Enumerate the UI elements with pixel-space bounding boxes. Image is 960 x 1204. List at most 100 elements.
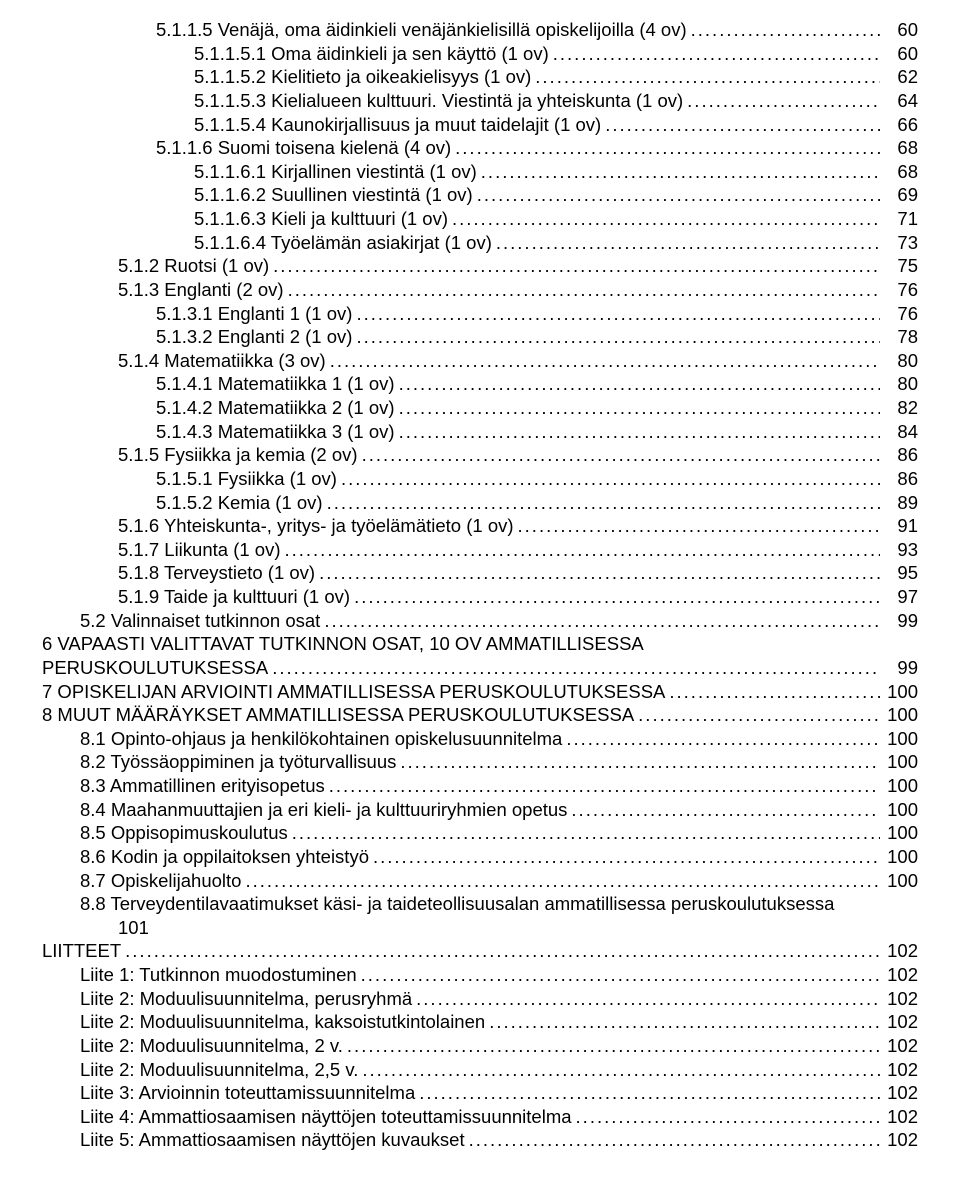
toc-entry-title: Liite 4: Ammattiosaamisen näyttöjen tote… — [80, 1105, 572, 1128]
toc-entry-title: 8.8 Terveydentilavaatimukset käsi- ja ta… — [80, 892, 834, 915]
toc-entry-page: 102 — [884, 963, 918, 986]
toc-entry-title: LIITTEET — [42, 939, 121, 962]
toc-entry-page: 102 — [884, 1105, 918, 1128]
toc-entry-title: 8.3 Ammatillinen erityisopetus — [80, 774, 325, 797]
toc-entry: Liite 3: Arvioinnin toteuttamissuunnitel… — [42, 1081, 918, 1104]
toc-entry-page: 71 — [884, 207, 918, 230]
toc-entry: 5.1.1.5.1 Oma äidinkieli ja sen käyttö (… — [42, 42, 918, 65]
toc-leader-dots — [341, 467, 880, 490]
toc-leader-dots — [272, 656, 880, 679]
toc-entry-title: 5.1.7 Liikunta (1 ov) — [118, 538, 280, 561]
toc-entry-title: 5.1.1.5.4 Kaunokirjallisuus ja muut taid… — [194, 113, 601, 136]
toc-entry-title: Liite 2: Moduulisuunnitelma, kaksoistutk… — [80, 1010, 485, 1033]
toc-leader-dots — [419, 1081, 880, 1104]
toc-entry: Liite 5: Ammattiosaamisen näyttöjen kuva… — [42, 1128, 918, 1151]
toc-leader-dots — [566, 727, 880, 750]
toc-entry-page: 102 — [884, 939, 918, 962]
toc-leader-dots — [518, 514, 880, 537]
toc-entry: 5.1.1.6.2 Suullinen viestintä (1 ov)69 — [42, 183, 918, 206]
toc-leader-dots — [452, 207, 880, 230]
toc-entry-page: 100 — [884, 750, 918, 773]
toc-leader-dots — [347, 1034, 880, 1057]
toc-entry: 5.1.1.6.4 Työelämän asiakirjat (1 ov)73 — [42, 231, 918, 254]
toc-leader-dots — [477, 183, 880, 206]
toc-entry-page: 102 — [884, 1128, 918, 1151]
toc-entry: 8.5 Oppisopimuskoulutus100 — [42, 821, 918, 844]
toc-entry-page: 73 — [884, 231, 918, 254]
toc-leader-dots — [327, 491, 880, 514]
toc-entry-title: 5.1.1.5.3 Kielialueen kulttuuri. Viestin… — [194, 89, 683, 112]
toc-leader-dots — [354, 585, 880, 608]
toc-leader-dots — [273, 254, 880, 277]
toc-entry: 5.1.8 Terveystieto (1 ov) 95 — [42, 561, 918, 584]
toc-entry-title: 5.1.3.2 Englanti 2 (1 ov) — [156, 325, 352, 348]
toc-entry-page: 102 — [884, 1081, 918, 1104]
toc-entry-page: 100 — [884, 680, 918, 703]
toc-leader-dots — [330, 349, 880, 372]
toc-entry: 5.1.6 Yhteiskunta-, yritys- ja työelämät… — [42, 514, 918, 537]
toc-entry-page: 86 — [884, 467, 918, 490]
toc-entry-page: 89 — [884, 491, 918, 514]
toc-leader-dots — [535, 65, 880, 88]
toc-entry: 5.1.5 Fysiikka ja kemia (2 ov)86 — [42, 443, 918, 466]
toc-entry-title: 6 VAPAASTI VALITTAVAT TUTKINNON OSAT, 10… — [42, 632, 644, 655]
toc-entry-page: 80 — [884, 372, 918, 395]
toc-entry-title: 5.1.1.6.3 Kieli ja kulttuuri (1 ov) — [194, 207, 448, 230]
toc-entry: 8.2 Työssäoppiminen ja työturvallisuus10… — [42, 750, 918, 773]
toc-entry: 5.1.2 Ruotsi (1 ov) 75 — [42, 254, 918, 277]
toc-entry-title: 5.1.6 Yhteiskunta-, yritys- ja työelämät… — [118, 514, 514, 537]
toc-entry-page: 95 — [884, 561, 918, 584]
toc-entry: 8.7 Opiskelijahuolto100 — [42, 869, 918, 892]
toc-leader-dots — [455, 136, 880, 159]
toc-entry-page: 84 — [884, 420, 918, 443]
toc-entry-title: Liite 3: Arvioinnin toteuttamissuunnitel… — [80, 1081, 415, 1104]
toc-entry: 5.1.5.2 Kemia (1 ov)89 — [42, 491, 918, 514]
toc-entry-page: 80 — [884, 349, 918, 372]
toc-leader-dots — [324, 609, 880, 632]
toc-entry: 7 OPISKELIJAN ARVIOINTI AMMATILLISESSA P… — [42, 680, 918, 703]
toc-entry-title: 5.1.8 Terveystieto (1 ov) — [118, 561, 315, 584]
toc-entry-title: 5.1.1.6.2 Suullinen viestintä (1 ov) — [194, 183, 473, 206]
toc-entry-page: 68 — [884, 160, 918, 183]
toc-entry: 6 VAPAASTI VALITTAVAT TUTKINNON OSAT, 10… — [42, 632, 918, 655]
toc-entry-title: 8.4 Maahanmuuttajien ja eri kieli- ja ku… — [80, 798, 567, 821]
toc-leader-dots — [571, 798, 880, 821]
toc-entry: 5.1.1.5.4 Kaunokirjallisuus ja muut taid… — [42, 113, 918, 136]
toc-leader-dots — [356, 302, 880, 325]
toc-leader-dots — [284, 538, 880, 561]
toc-entry: Liite 2: Moduulisuunnitelma, 2 v.102 — [42, 1034, 918, 1057]
toc-entry: 5.1.1.5.3 Kielialueen kulttuuri. Viestin… — [42, 89, 918, 112]
toc-entry: 5.1.4 Matematiikka (3 ov) 80 — [42, 349, 918, 372]
toc-leader-dots — [469, 1128, 880, 1151]
toc-entry: 5.1.4.3 Matematiikka 3 (1 ov)84 — [42, 420, 918, 443]
toc-entry: 5.1.9 Taide ja kulttuuri (1 ov)97 — [42, 585, 918, 608]
toc-entry-page: 86 — [884, 443, 918, 466]
toc-entry: 5.1.5.1 Fysiikka (1 ov)86 — [42, 467, 918, 490]
toc-leader-dots — [125, 939, 880, 962]
toc-entry: PERUSKOULUTUKSESSA99 — [42, 656, 918, 679]
toc-leader-dots — [373, 845, 880, 868]
toc-leader-dots — [605, 113, 880, 136]
toc-entry-page: 102 — [884, 1058, 918, 1081]
toc-entry: 5.1.3.2 Englanti 2 (1 ov)78 — [42, 325, 918, 348]
toc-entry: 8.4 Maahanmuuttajien ja eri kieli- ja ku… — [42, 798, 918, 821]
toc-entry: 5.1.1.6.3 Kieli ja kulttuuri (1 ov) 71 — [42, 207, 918, 230]
toc-entry-title: 5.1.3 Englanti (2 ov) — [118, 278, 284, 301]
toc-entry-page: 100 — [884, 703, 918, 726]
toc-leader-dots — [362, 1058, 880, 1081]
toc-entry-page: 100 — [884, 774, 918, 797]
toc-entry-page: 93 — [884, 538, 918, 561]
toc-entry: LIITTEET 102 — [42, 939, 918, 962]
toc-entry: Liite 2: Moduulisuunnitelma, perusryhmä1… — [42, 987, 918, 1010]
toc-entry-title: 5.1.1.6.1 Kirjallinen viestintä (1 ov) — [194, 160, 477, 183]
toc-entry-page: 75 — [884, 254, 918, 277]
toc-entry-page: 100 — [884, 821, 918, 844]
toc-entry: 5.1.1.5 Venäjä, oma äidinkieli venäjänki… — [42, 18, 918, 41]
toc-entry-page: 100 — [884, 727, 918, 750]
toc-entry-title: 5.1.4 Matematiikka (3 ov) — [118, 349, 326, 372]
toc-entry-page: 64 — [884, 89, 918, 112]
toc-entry-title: 5.1.2 Ruotsi (1 ov) — [118, 254, 269, 277]
toc-entry-title: PERUSKOULUTUKSESSA — [42, 656, 268, 679]
table-of-contents: 5.1.1.5 Venäjä, oma äidinkieli venäjänki… — [42, 18, 918, 1152]
toc-leader-dots — [496, 231, 880, 254]
